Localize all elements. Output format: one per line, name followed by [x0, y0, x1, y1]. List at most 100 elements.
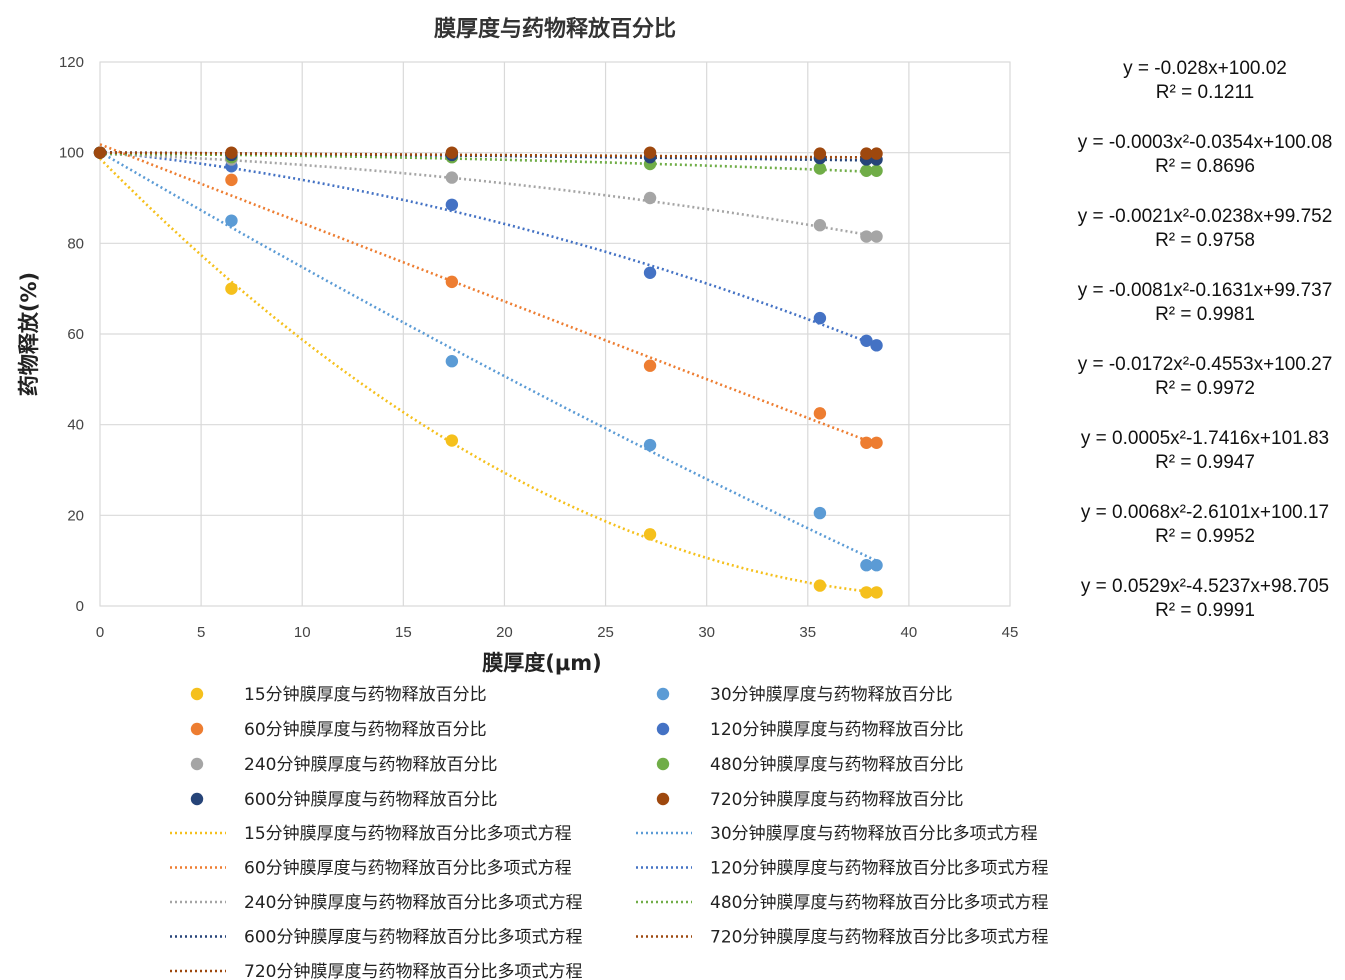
legend-label: 15分钟膜厚度与药物释放百分比: [244, 685, 487, 705]
data-point: [225, 173, 238, 187]
r-squared: R² = 0.8696: [1155, 156, 1255, 177]
legend-label: 720分钟膜厚度与药物释放百分比: [710, 790, 963, 810]
data-point: [813, 162, 827, 175]
data-point: [813, 506, 827, 520]
legend-marker: [656, 687, 670, 701]
trend-equation: y = 0.0005x²-1.7416x+101.83: [1081, 428, 1329, 449]
r-squared: R² = 0.9972: [1155, 378, 1255, 399]
y-tick-label: 80: [67, 235, 84, 252]
trend-equation: y = 0.0068x²-2.6101x+100.17: [1081, 502, 1329, 523]
legend-marker: [656, 722, 670, 736]
trend-equation: y = -0.0081x²-0.1631x+99.737: [1078, 280, 1333, 301]
data-point: [643, 146, 657, 159]
r-squared: R² = 0.9758: [1155, 230, 1255, 251]
data-point: [870, 147, 883, 160]
legend-label: 600分钟膜厚度与药物释放百分比: [244, 790, 497, 810]
legend-marker: [190, 757, 204, 771]
data-point: [813, 219, 827, 232]
legend-label: 60分钟膜厚度与药物释放百分比: [244, 720, 487, 740]
data-point: [870, 436, 883, 449]
trend-equation: y = 0.0529x²-4.5237x+98.705: [1081, 576, 1329, 597]
y-tick-label: 0: [76, 598, 84, 615]
trend-equation: y = -0.0003x²-0.0354x+100.08: [1078, 132, 1333, 153]
r-squared: R² = 0.1211: [1156, 82, 1254, 103]
x-tick-label: 10: [294, 624, 311, 641]
x-tick-label: 45: [1002, 624, 1019, 641]
data-point: [860, 147, 873, 160]
data-point: [445, 355, 459, 368]
data-point: [870, 230, 883, 243]
data-point: [445, 171, 459, 184]
legend-label: 15分钟膜厚度与药物释放百分比多项式方程: [244, 824, 572, 844]
legend-label: 120分钟膜厚度与药物释放百分比: [710, 720, 963, 740]
chart-title: 膜厚度与药物释放百分比: [434, 16, 676, 42]
x-tick-label: 30: [698, 624, 715, 641]
trendline: [99, 143, 877, 446]
data-points: [93, 146, 883, 599]
data-point: [870, 339, 883, 352]
data-point: [643, 359, 657, 372]
x-tick-label: 35: [799, 624, 816, 641]
legend-label: 600分钟膜厚度与药物释放百分比多项式方程: [244, 928, 582, 948]
data-point: [860, 586, 873, 599]
data-point: [813, 407, 827, 420]
r-squared: R² = 0.9947: [1155, 452, 1255, 473]
data-point: [225, 146, 238, 159]
data-point: [643, 528, 657, 541]
data-point: [860, 559, 873, 572]
legend-marker: [190, 792, 204, 806]
legend-marker: [656, 792, 670, 806]
legend-label: 30分钟膜厚度与药物释放百分比多项式方程: [710, 824, 1038, 844]
legend-marker: [190, 687, 204, 701]
data-point: [643, 191, 657, 205]
legend-label: 60分钟膜厚度与药物释放百分比多项式方程: [244, 859, 572, 879]
tick-labels: 0 5 10 15 20 25 30 35 40 45 0 20 40 60 80 100 120: [59, 54, 1018, 641]
legend-marker: [656, 757, 670, 771]
x-tick-label: 40: [901, 624, 918, 641]
data-point: [225, 282, 238, 295]
legend-label: 720分钟膜厚度与药物释放百分比多项式方程: [244, 962, 582, 980]
data-point: [813, 579, 827, 592]
data-point: [860, 334, 873, 347]
y-tick-label: 20: [67, 507, 84, 524]
y-tick-label: 100: [59, 145, 84, 162]
data-point: [643, 266, 657, 279]
data-point: [643, 438, 657, 452]
legend-label: 240分钟膜厚度与药物释放百分比: [244, 755, 497, 775]
data-point: [860, 436, 873, 449]
y-axis-title: 药物释放(%): [17, 272, 41, 396]
data-point: [870, 559, 883, 572]
trendline: [99, 152, 877, 238]
data-point: [445, 146, 459, 159]
data-point: [93, 146, 107, 159]
data-point: [445, 434, 459, 447]
x-tick-label: 25: [597, 624, 614, 641]
data-point: [860, 164, 873, 177]
r-squared: R² = 0.9952: [1155, 526, 1255, 547]
r-squared: R² = 0.9991: [1155, 600, 1255, 621]
trend-equation: y = -0.028x+100.02: [1123, 58, 1287, 79]
trend-equation: y = -0.0172x²-0.4553x+100.27: [1078, 354, 1333, 375]
legend-marker: [190, 722, 204, 736]
trendline: [99, 157, 877, 594]
gridlines: [99, 61, 1011, 607]
legend: 15分钟膜厚度与药物释放百分比 30分钟膜厚度与药物释放百分比 60分钟膜厚度与药物…: [170, 685, 1048, 980]
trend-equation: y = -0.0021x²-0.0238x+99.752: [1078, 206, 1333, 227]
legend-label: 480分钟膜厚度与药物释放百分比: [710, 755, 963, 775]
legend-label: 30分钟膜厚度与药物释放百分比: [710, 685, 953, 705]
data-point: [445, 198, 459, 211]
x-tick-label: 5: [197, 624, 205, 641]
legend-label: 240分钟膜厚度与药物释放百分比多项式方程: [244, 893, 582, 913]
legend-label: 720分钟膜厚度与药物释放百分比多项式方程: [710, 928, 1048, 948]
data-point: [813, 311, 827, 325]
data-point: [870, 164, 883, 177]
r-squared: R² = 0.9981: [1155, 304, 1255, 325]
x-tick-label: 15: [395, 624, 412, 641]
data-point: [860, 230, 873, 243]
y-tick-label: 120: [59, 54, 84, 71]
x-tick-label: 0: [96, 624, 104, 641]
y-tick-label: 60: [67, 326, 84, 343]
legend-label: 120分钟膜厚度与药物释放百分比多项式方程: [710, 859, 1048, 879]
trend-equations: y = -0.028x+100.02 R² = 0.1211 y = -0.0003…: [1078, 58, 1333, 621]
